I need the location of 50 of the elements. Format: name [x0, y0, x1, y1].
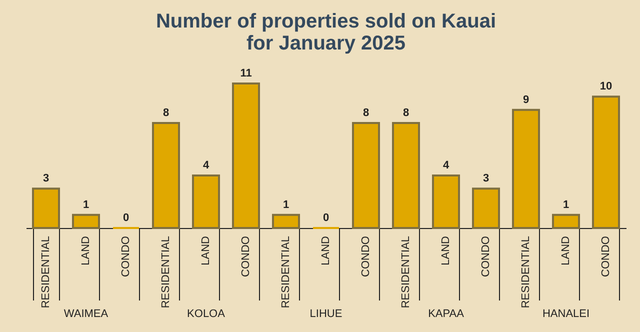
x-tick-label: LAND	[440, 236, 452, 266]
bar	[32, 188, 60, 229]
bar	[152, 122, 180, 229]
bar	[192, 174, 220, 229]
data-label: 1	[562, 198, 570, 211]
bar	[232, 82, 260, 229]
data-label: 8	[162, 106, 170, 119]
x-tick-label: LAND	[80, 236, 92, 266]
bar	[592, 96, 620, 229]
x-tick-label: CONDO	[120, 236, 132, 277]
x-tick-label: RESIDENTIAL	[40, 236, 52, 308]
text: KOLOA	[187, 308, 226, 320]
data-label: 3	[42, 172, 50, 185]
data-label: 4	[202, 159, 210, 172]
text: HANALEI	[542, 308, 590, 320]
data-label: 0	[122, 212, 130, 224]
data-label: 0	[322, 212, 330, 224]
text: LIHUE	[310, 308, 342, 320]
x-tick-label: CONDO	[480, 236, 492, 277]
chart-title: Number of properties sold on Kauai	[156, 10, 496, 33]
data-label: 1	[82, 198, 90, 211]
bar	[432, 174, 460, 229]
x-tick-label: CONDO	[240, 236, 252, 277]
bar	[512, 108, 540, 229]
bar	[72, 214, 100, 229]
x-tick-label: LAND	[560, 236, 572, 266]
data-label: 10	[600, 80, 612, 93]
x-tick-label: CONDO	[600, 236, 612, 277]
x-tick-label: LAND	[200, 236, 212, 266]
text: WAIMEA	[64, 308, 109, 320]
text: KAPAA	[428, 308, 465, 320]
x-tick-label: RESIDENTIAL	[520, 236, 532, 308]
bar	[472, 188, 500, 229]
data-label: 8	[402, 106, 410, 119]
data-label: 8	[362, 106, 370, 119]
bar	[552, 214, 580, 229]
x-tick-label: LAND	[320, 236, 332, 266]
chart-subtitle: for January 2025	[246, 32, 406, 55]
bar	[272, 214, 300, 229]
bar	[392, 122, 420, 229]
data-label: 4	[442, 159, 450, 172]
x-tick-label: CONDO	[360, 236, 372, 277]
data-label: 11	[240, 68, 252, 80]
x-tick-label: RESIDENTIAL	[160, 236, 172, 308]
x-tick-label: RESIDENTIAL	[280, 236, 292, 308]
bar	[352, 122, 380, 229]
data-label: 1	[282, 198, 290, 211]
data-label: 3	[482, 172, 490, 185]
x-tick-label: RESIDENTIAL	[400, 236, 412, 308]
data-label: 9	[522, 94, 530, 106]
